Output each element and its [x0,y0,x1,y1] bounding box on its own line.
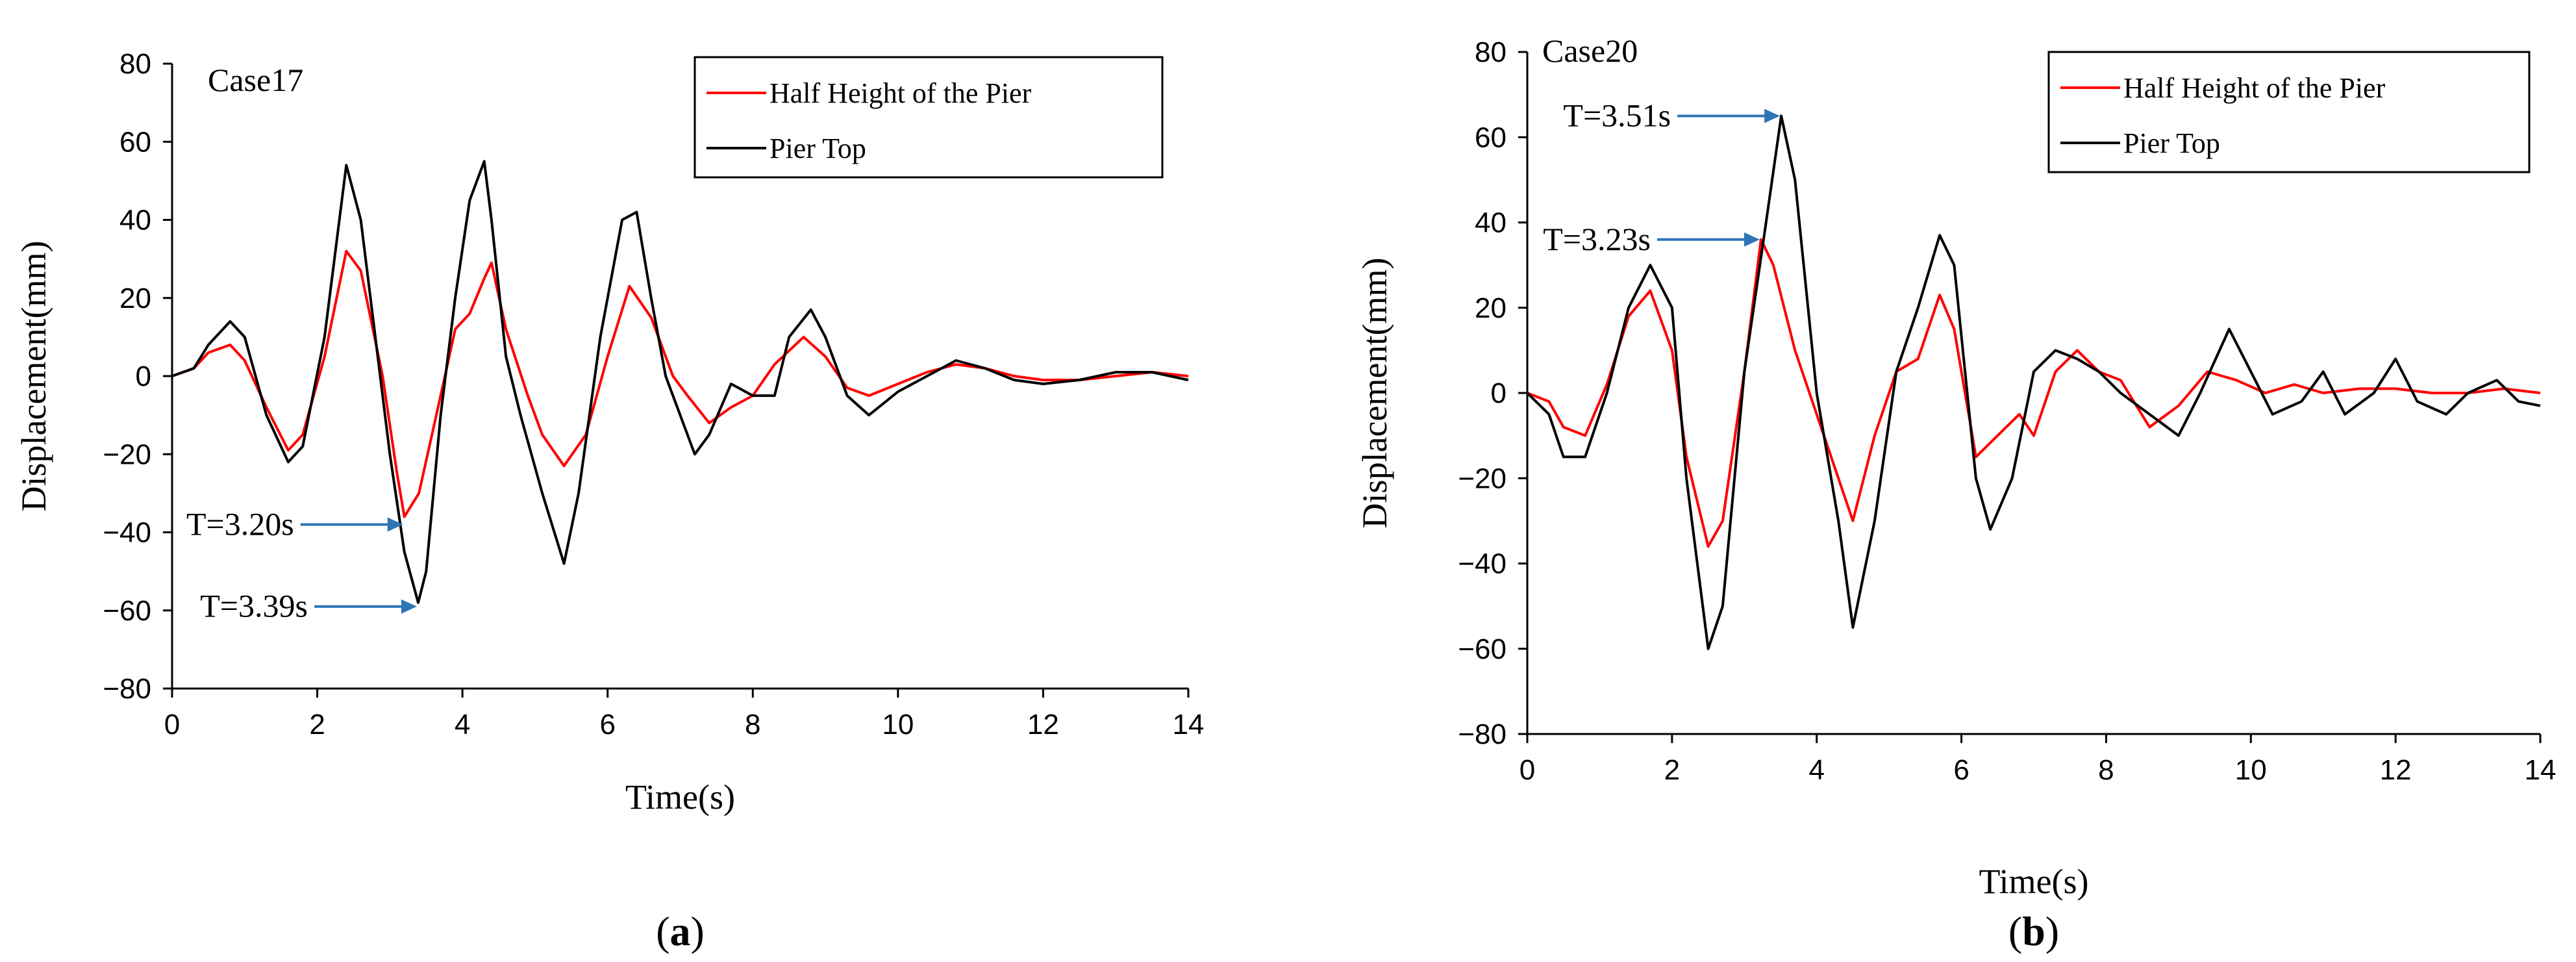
annotation-arrow-head [401,599,417,614]
y-tick-label: 20 [1475,292,1507,324]
panel-label: (b) [2008,908,2059,954]
x-tick-label: 4 [1808,754,1824,786]
x-tick-label: 10 [882,709,914,740]
x-tick-label: 4 [455,709,470,740]
x-tick-label: 2 [1664,754,1680,786]
x-tick-label: 6 [599,709,615,740]
panel-label: (a) [656,908,705,954]
x-tick-label: 2 [309,709,325,740]
x-tick-label: 14 [2525,754,2557,786]
y-axis-title: Displacement(mm) [14,241,53,512]
annotation-label: T=3.20s [186,505,294,542]
y-tick-label: 0 [1491,377,1507,409]
legend-label: Half Height of the Pier [769,77,1032,109]
chart-panel-b: 80 60 40 20 0 −20 −40 −60 −80 0 2 4 6 8 10 12 14 Time(s) D… [1355,32,2556,954]
chart-title: Case17 [208,62,303,98]
y-tick-label: −20 [103,438,151,470]
y-tick-label: 40 [119,205,151,236]
x-axis-title: Time(s) [1979,862,2088,901]
y-tick-label: 0 [136,361,151,392]
annotation-arrow-head [1744,232,1760,247]
x-tick-label: 8 [2098,754,2114,786]
y-tick-label: 60 [1475,121,1507,153]
annotation-label: T=3.51s [1563,97,1671,133]
y-axis-title: Displacement(mm) [1355,258,1394,529]
y-tick-label: 80 [119,48,151,80]
annotation-label: T=3.23s [1543,221,1651,257]
x-tick-label: 10 [2235,754,2267,786]
x-tick-label: 6 [1953,754,1969,786]
y-tick-label: 80 [1475,36,1507,68]
series-line-pier-top [171,160,1189,604]
annotation-label: T=3.39s [200,588,308,624]
x-tick-label: 0 [164,709,180,740]
y-tick-label: −60 [1458,633,1507,665]
legend-label: Half Height of the Pier [2123,72,2386,104]
series-line-pier-top [1526,114,2541,650]
x-axis-title: Time(s) [625,778,735,816]
legend-box [694,56,1164,179]
y-tick-label: −60 [103,595,151,627]
series-line-half-height [171,249,1189,518]
y-tick-label: −80 [1458,718,1507,750]
y-tick-label: −40 [1458,548,1507,580]
chart-panel-a: 80 60 40 20 0 −20 −40 −60 −80 0 2 4 6 8 10 12 14 Time(s) D… [14,48,1204,954]
legend-label: Pier Top [2123,127,2220,159]
x-tick-label: 0 [1519,754,1535,786]
y-tick-label: −20 [1458,462,1507,494]
annotation-arrow-head [387,517,403,532]
legend-label: Pier Top [769,133,866,164]
y-tick-label: 20 [119,283,151,314]
y-tick-label: −40 [103,517,151,549]
x-tick-label: 14 [1173,709,1205,740]
x-tick-label: 8 [745,709,760,740]
x-tick-label: 12 [1027,709,1059,740]
y-tick-label: 60 [119,126,151,158]
series-line-half-height [1527,238,2541,548]
x-tick-label: 12 [2380,754,2412,786]
legend-box [2047,51,2531,173]
chart-title: Case20 [1542,32,1638,69]
annotation-arrow-head [1764,108,1781,123]
y-tick-label: −80 [103,673,151,705]
y-tick-label: 40 [1475,207,1507,239]
